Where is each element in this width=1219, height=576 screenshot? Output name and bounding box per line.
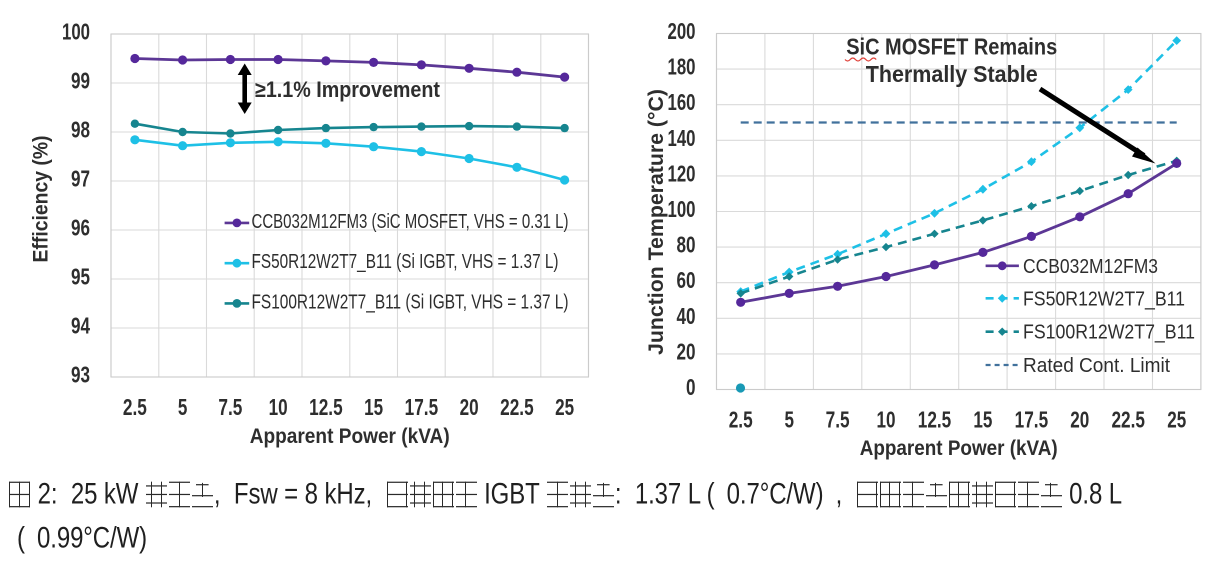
svg-text:25: 25 <box>1167 407 1186 433</box>
svg-text:Thermally Stable: Thermally Stable <box>866 61 1038 87</box>
svg-text:FS100R12W2T7_B11: FS100R12W2T7_B11 <box>1023 322 1195 344</box>
svg-text:140: 140 <box>668 125 696 151</box>
svg-text:0: 0 <box>686 374 696 400</box>
svg-text:100: 100 <box>668 196 696 222</box>
svg-text:5: 5 <box>784 407 794 433</box>
svg-text:17.5: 17.5 <box>405 394 439 420</box>
svg-text:FS50R12W2T7_B11: FS50R12W2T7_B11 <box>1023 288 1185 310</box>
svg-text:12.5: 12.5 <box>309 394 343 420</box>
svg-text:80: 80 <box>677 232 696 258</box>
svg-text:FS100R12W2T7_B11 (Si IGBT, VHS: FS100R12W2T7_B11 (Si IGBT, VHS = 1.37 L) <box>252 291 569 313</box>
svg-text:20: 20 <box>1070 407 1089 433</box>
svg-text:20: 20 <box>677 338 696 364</box>
svg-text:Rated Cont. Limit: Rated Cont. Limit <box>1023 355 1170 377</box>
svg-text:FS50R12W2T7_B11 (Si IGBT, VHS: FS50R12W2T7_B11 (Si IGBT, VHS = 1.37 L) <box>252 251 559 273</box>
svg-text:CCB032M12FM3: CCB032M12FM3 <box>1023 256 1158 278</box>
svg-text:CCB032M12FM3 (SiC MOSFET, VHS: CCB032M12FM3 (SiC MOSFET, VHS = 0.31 L) <box>252 211 569 233</box>
svg-text:98: 98 <box>71 117 90 143</box>
svg-text:93: 93 <box>71 362 90 388</box>
svg-text:97: 97 <box>71 166 90 192</box>
svg-text:10: 10 <box>269 394 288 420</box>
svg-text:SiC MOSFET Remains: SiC MOSFET Remains <box>846 34 1057 60</box>
svg-text:Efficiency (%): Efficiency (%) <box>30 136 53 263</box>
svg-text:60: 60 <box>677 267 696 293</box>
svg-text:20: 20 <box>460 394 479 420</box>
svg-text:40: 40 <box>677 303 696 329</box>
svg-text:7.5: 7.5 <box>826 407 850 433</box>
svg-text:10: 10 <box>877 407 896 433</box>
svg-text:95: 95 <box>71 264 90 290</box>
svg-text:15: 15 <box>973 407 992 433</box>
svg-text:94: 94 <box>71 313 90 339</box>
svg-text:22.5: 22.5 <box>500 394 534 420</box>
svg-text:22.5: 22.5 <box>1111 407 1145 433</box>
svg-text:Apparent Power (kVA): Apparent Power (kVA) <box>860 437 1058 460</box>
svg-text:180: 180 <box>668 54 696 80</box>
svg-text:120: 120 <box>668 160 696 186</box>
svg-text:99: 99 <box>71 68 90 94</box>
svg-text:15: 15 <box>364 394 383 420</box>
svg-text:2.5: 2.5 <box>729 407 753 433</box>
svg-text:Junction Temperature (°C): Junction Temperature (°C) <box>645 89 668 355</box>
svg-text:200: 200 <box>668 18 696 44</box>
svg-text:25: 25 <box>555 394 574 420</box>
svg-text:7.5: 7.5 <box>218 394 242 420</box>
svg-text:12.5: 12.5 <box>918 407 952 433</box>
svg-text:17.5: 17.5 <box>1015 407 1049 433</box>
svg-text:≥1.1% Improvement: ≥1.1% Improvement <box>255 77 441 102</box>
svg-text:96: 96 <box>71 215 90 241</box>
svg-text:5: 5 <box>178 394 188 420</box>
svg-text:2.5: 2.5 <box>123 394 147 420</box>
svg-text:Apparent Power (kVA): Apparent Power (kVA) <box>250 425 450 448</box>
svg-text:100: 100 <box>62 19 90 45</box>
svg-text:160: 160 <box>668 89 696 115</box>
